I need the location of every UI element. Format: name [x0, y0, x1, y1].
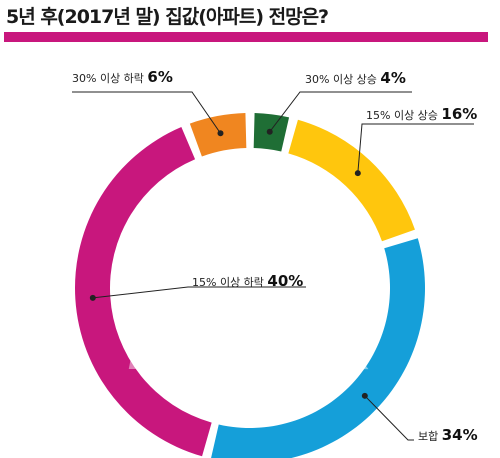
watermark-text: MoneyWeek	[128, 334, 370, 378]
slice-label-3: 보합 34%	[418, 426, 478, 444]
slice-label-name-3: 보합	[418, 430, 442, 443]
slice-label-value-1: 4%	[380, 69, 405, 87]
leader-dot-4	[89, 294, 96, 301]
slice-2	[288, 119, 415, 242]
slice-label-5: 30% 이상 하락 6%	[72, 68, 173, 86]
slice-4	[75, 127, 212, 457]
title-underline-bar	[4, 32, 488, 42]
leader-line-4	[92, 286, 306, 299]
leader-lines	[72, 91, 474, 441]
slice-label-value-2: 16%	[441, 105, 477, 123]
slice-label-1: 30% 이상 상승 4%	[305, 69, 406, 87]
slice-label-name-5: 30% 이상 하락	[72, 71, 147, 85]
slice-label-name-2: 15% 이상 상승	[366, 109, 441, 122]
leader-dot-3	[361, 392, 368, 399]
slice-label-value-5: 6%	[147, 68, 172, 86]
slice-label-value-3: 34%	[442, 426, 478, 444]
leader-dot-1	[266, 128, 273, 135]
slice-label-name-4: 15% 이상 하락	[192, 275, 267, 289]
slice-label-2: 15% 이상 상승 16%	[366, 105, 477, 123]
slice-labels: 30% 이상 상승 4% 15% 이상 상승 16% 보합 34% 15% 이상 하락…	[72, 68, 478, 444]
leader-line-1	[269, 91, 412, 133]
leader-line-3	[364, 395, 414, 441]
leader-dot-5	[217, 130, 224, 137]
slice-label-4: 15% 이상 하락 40%	[192, 272, 303, 290]
leader-dot-2	[354, 170, 361, 177]
leader-line-5	[72, 91, 221, 134]
page-title: 5년 후(2017년 말) 집값(아파트) 전망은?	[6, 6, 329, 28]
slice-label-name-1: 30% 이상 상승	[305, 73, 380, 86]
slice-label-value-4: 40%	[267, 272, 303, 290]
leader-line-2	[357, 123, 474, 174]
